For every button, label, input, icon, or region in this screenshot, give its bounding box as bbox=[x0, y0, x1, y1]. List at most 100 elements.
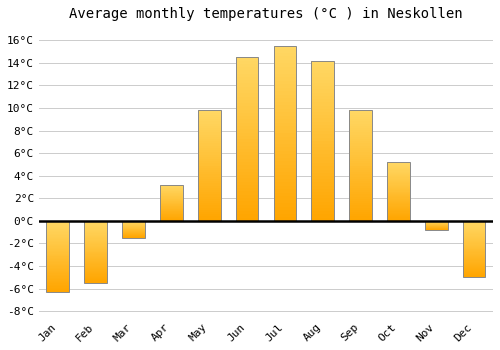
Bar bbox=[274, 95, 296, 98]
Bar bbox=[198, 146, 220, 148]
Bar bbox=[387, 209, 410, 210]
Bar bbox=[312, 166, 334, 170]
Bar bbox=[312, 115, 334, 118]
Bar bbox=[387, 164, 410, 166]
Bar bbox=[274, 123, 296, 126]
Bar bbox=[463, 224, 485, 225]
Bar bbox=[349, 146, 372, 148]
Bar bbox=[84, 221, 107, 222]
Bar bbox=[198, 148, 220, 150]
Bar bbox=[349, 203, 372, 205]
Bar bbox=[463, 237, 485, 238]
Bar bbox=[463, 254, 485, 255]
Bar bbox=[84, 264, 107, 266]
Bar bbox=[160, 201, 182, 202]
Bar bbox=[84, 241, 107, 242]
Bar bbox=[198, 119, 220, 121]
Bar bbox=[387, 195, 410, 196]
Bar bbox=[236, 80, 258, 83]
Bar bbox=[387, 193, 410, 194]
Bar bbox=[463, 221, 485, 277]
Bar bbox=[274, 84, 296, 88]
Bar bbox=[387, 197, 410, 198]
Bar bbox=[387, 217, 410, 218]
Bar bbox=[236, 208, 258, 211]
Bar bbox=[46, 252, 69, 254]
Bar bbox=[236, 214, 258, 218]
Bar bbox=[46, 221, 69, 222]
Bar bbox=[84, 244, 107, 246]
Bar bbox=[84, 272, 107, 273]
Bar bbox=[312, 109, 334, 112]
Bar bbox=[198, 128, 220, 130]
Bar bbox=[46, 228, 69, 229]
Bar bbox=[387, 201, 410, 202]
Bar bbox=[236, 139, 258, 142]
Bar bbox=[46, 248, 69, 249]
Bar bbox=[387, 206, 410, 207]
Bar bbox=[387, 168, 410, 169]
Bar bbox=[312, 70, 334, 74]
Bar bbox=[463, 275, 485, 276]
Bar bbox=[84, 231, 107, 232]
Bar bbox=[349, 188, 372, 190]
Bar bbox=[274, 67, 296, 70]
Bar bbox=[198, 210, 220, 212]
Bar bbox=[236, 142, 258, 146]
Bar bbox=[198, 152, 220, 155]
Bar bbox=[236, 100, 258, 103]
Bar bbox=[46, 258, 69, 259]
Bar bbox=[160, 204, 182, 205]
Bar bbox=[198, 186, 220, 188]
Bar bbox=[198, 179, 220, 181]
Bar bbox=[387, 214, 410, 215]
Bar bbox=[236, 198, 258, 201]
Bar bbox=[198, 155, 220, 157]
Bar bbox=[236, 185, 258, 188]
Bar bbox=[274, 189, 296, 193]
Bar bbox=[236, 129, 258, 133]
Bar bbox=[387, 183, 410, 184]
Bar bbox=[387, 163, 410, 164]
Bar bbox=[312, 125, 334, 128]
Bar bbox=[312, 215, 334, 218]
Bar bbox=[463, 244, 485, 245]
Bar bbox=[236, 172, 258, 175]
Bar bbox=[274, 182, 296, 186]
Bar bbox=[387, 220, 410, 221]
Bar bbox=[463, 264, 485, 265]
Bar bbox=[312, 189, 334, 192]
Bar bbox=[84, 271, 107, 272]
Bar bbox=[349, 150, 372, 152]
Bar bbox=[198, 177, 220, 179]
Bar bbox=[274, 56, 296, 60]
Bar bbox=[463, 222, 485, 223]
Bar bbox=[387, 167, 410, 168]
Bar bbox=[312, 138, 334, 141]
Bar bbox=[198, 126, 220, 128]
Bar bbox=[349, 161, 372, 163]
Bar bbox=[274, 53, 296, 56]
Bar bbox=[349, 190, 372, 192]
Bar bbox=[463, 241, 485, 242]
Bar bbox=[46, 281, 69, 282]
Bar bbox=[46, 269, 69, 271]
Bar bbox=[312, 211, 334, 215]
Bar bbox=[312, 202, 334, 205]
Bar bbox=[236, 57, 258, 221]
Bar bbox=[274, 46, 296, 49]
Bar bbox=[236, 136, 258, 139]
Bar bbox=[84, 243, 107, 244]
Bar bbox=[463, 256, 485, 257]
Bar bbox=[274, 193, 296, 196]
Bar bbox=[463, 242, 485, 244]
Bar bbox=[84, 274, 107, 275]
Bar bbox=[463, 257, 485, 258]
Bar bbox=[274, 88, 296, 91]
Bar bbox=[387, 190, 410, 191]
Bar bbox=[236, 182, 258, 185]
Bar bbox=[198, 194, 220, 197]
Bar bbox=[236, 97, 258, 100]
Bar bbox=[274, 203, 296, 207]
Bar bbox=[236, 191, 258, 195]
